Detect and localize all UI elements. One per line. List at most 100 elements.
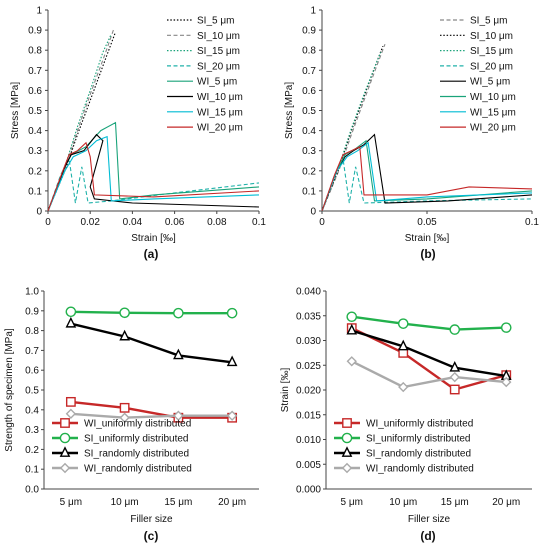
- y-tick-label: 0.5: [28, 106, 42, 117]
- data-point: [59, 462, 71, 474]
- x-tick-label: 15 μm: [441, 497, 469, 508]
- x-tick-label: 0.06: [165, 217, 185, 228]
- y-tick-label: 0.5: [25, 386, 39, 397]
- data-point: [398, 381, 409, 393]
- legend-label: SI_15 μm: [197, 46, 240, 57]
- x-tick-label: 0.02: [80, 217, 100, 228]
- series-line: [47, 29, 114, 212]
- legend-label: WI_10 μm: [470, 92, 516, 103]
- y-tick-label: 0.7: [302, 66, 316, 77]
- legend-label: WI_20 μm: [470, 123, 516, 134]
- x-tick-label: 0.1: [525, 217, 539, 228]
- series-line: [351, 329, 507, 378]
- y-tick-label: 0.9: [302, 26, 316, 37]
- data-point: [449, 384, 460, 395]
- panel-label: (d): [420, 529, 435, 543]
- y-tick-label: 0.5: [302, 106, 316, 117]
- data-point: [397, 339, 409, 351]
- y-tick-label: 0.2: [302, 166, 316, 177]
- data-point: [449, 371, 460, 383]
- y-tick-label: 0.4: [25, 405, 39, 416]
- y-tick-label: 0.9: [28, 26, 42, 37]
- y-tick-label: 1: [36, 6, 42, 17]
- panel-c: 0.0 0.1 0.2 0.3 0.4 0.5 0.6 0.7 0.8 0.9 1.0 5 μm 10 …: [4, 287, 259, 543]
- series-line: [351, 315, 507, 331]
- y-tick-label: 0.030: [296, 336, 321, 347]
- y-axis-label: Stress [MPa]: [284, 82, 295, 139]
- y-tick-label: 0.040: [296, 287, 321, 298]
- panel-b: 0 0.1 0.2 0.3 0.4 0.5 0.6 0.7 0.8 0.9 1 0 0.05 0.1 Str…: [284, 6, 539, 262]
- legend-label: SI_uniformly distributed: [366, 434, 471, 445]
- data-point: [65, 396, 76, 407]
- data-point: [341, 432, 353, 444]
- data-point: [226, 307, 238, 319]
- series-line: [321, 145, 533, 212]
- y-tick-label: 0: [36, 207, 42, 218]
- y-tick-label: 0.7: [28, 66, 42, 77]
- x-tick-label: 0.1: [252, 217, 266, 228]
- y-tick-label: 0: [310, 207, 316, 218]
- legend-label: SI_10 μm: [197, 31, 240, 42]
- y-tick-label: 0.2: [25, 445, 39, 456]
- panel-label: (a): [144, 247, 159, 261]
- series-line: [70, 322, 233, 364]
- y-tick-label: 0.8: [25, 326, 39, 337]
- series-line: [47, 121, 260, 212]
- legend-label: SI_20 μm: [197, 61, 240, 72]
- data-point: [346, 356, 357, 367]
- data-point: [173, 410, 184, 421]
- data-point: [449, 324, 461, 335]
- panel-label: (b): [420, 247, 435, 261]
- x-axis-label: Filler size: [130, 514, 173, 525]
- legend-label: WI_randomly distributed: [366, 464, 474, 475]
- x-tick-label: 20 μm: [492, 497, 520, 508]
- data-point: [173, 348, 184, 360]
- data-point: [65, 408, 77, 419]
- data-point: [59, 446, 71, 457]
- legend-label: SI_20 μm: [470, 61, 513, 72]
- series-line: [321, 156, 533, 212]
- y-tick-label: 0.2: [28, 166, 42, 177]
- legend-label: WI_15 μm: [470, 107, 516, 118]
- x-axis-label: Strain [‰]: [405, 233, 450, 244]
- series-line: [70, 400, 233, 419]
- y-axis-label: Stress [MPa]: [10, 82, 21, 139]
- data-point: [346, 311, 358, 323]
- data-point: [346, 323, 358, 335]
- legend-label: SI_randomly distributed: [84, 449, 189, 460]
- y-tick-label: 0.1: [28, 186, 42, 197]
- data-point: [65, 316, 77, 328]
- y-tick-label: 0.8: [302, 46, 316, 57]
- x-tick-label: 0.04: [123, 217, 143, 228]
- y-tick-label: 0.010: [296, 435, 321, 446]
- data-point: [500, 322, 512, 333]
- y-axis-label: Strain [‰]: [280, 368, 291, 413]
- x-tick-label: 0: [45, 217, 51, 228]
- x-tick-label: 5 μm: [60, 497, 82, 508]
- y-tick-label: 0.015: [296, 410, 321, 421]
- series-line: [70, 412, 233, 419]
- legend-label: SI_10 μm: [470, 31, 513, 42]
- data-point: [60, 418, 70, 428]
- x-tick-label: 15 μm: [164, 497, 192, 508]
- x-tick-label: 10 μm: [389, 497, 417, 508]
- y-tick-label: 0.6: [25, 366, 39, 377]
- y-tick-label: 0.005: [296, 460, 321, 471]
- y-tick-label: 0.6: [28, 86, 42, 97]
- legend-label: WI_5 μm: [470, 77, 510, 88]
- legend-label: SI_5 μm: [197, 16, 234, 27]
- data-point: [59, 432, 71, 444]
- data-point: [226, 355, 238, 367]
- y-tick-label: 1: [310, 6, 316, 17]
- legend-label: WI_uniformly distributed: [84, 419, 191, 430]
- y-tick-label: 0.0: [25, 485, 39, 496]
- legend-label: SI_uniformly distributed: [84, 434, 189, 445]
- legend-label: WI_10 μm: [197, 92, 243, 103]
- data-point: [119, 412, 130, 423]
- y-tick-label: 0.6: [302, 86, 316, 97]
- x-tick-label: 0.05: [417, 217, 437, 228]
- y-axis-label: Strength of specimen [MPa]: [4, 328, 15, 452]
- y-tick-label: 0.3: [25, 425, 39, 436]
